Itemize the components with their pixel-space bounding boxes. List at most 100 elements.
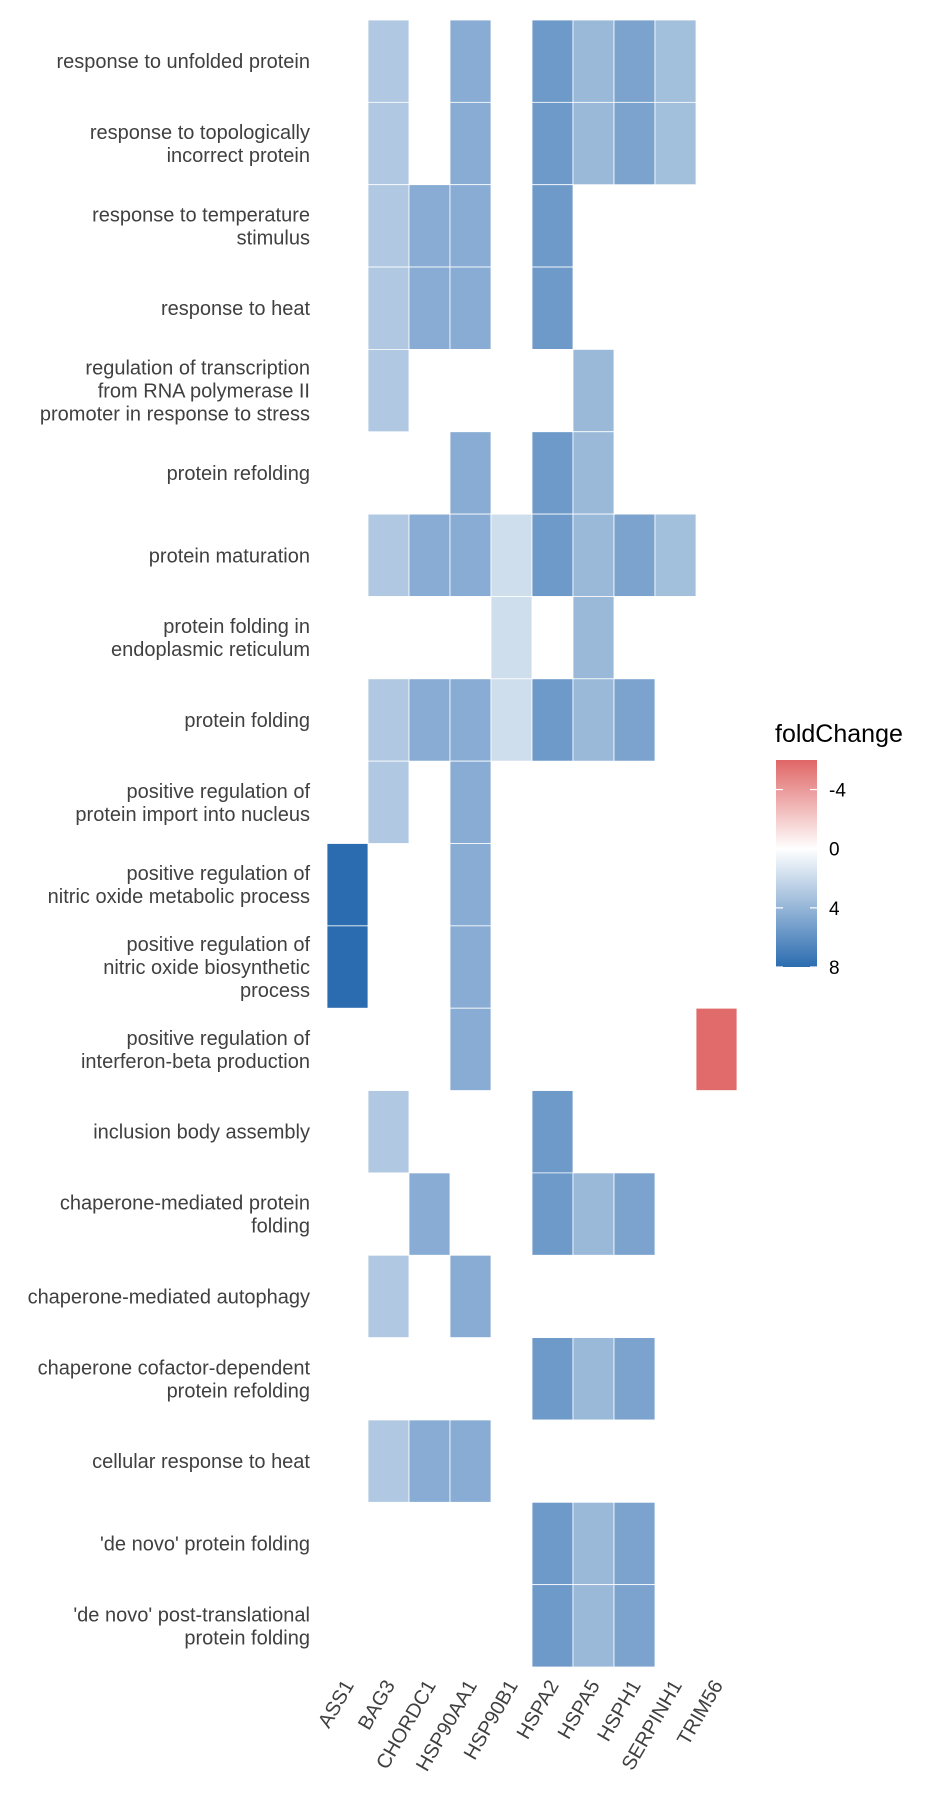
heatmap-cell — [572, 1584, 615, 1668]
heatmap-cell — [531, 101, 574, 186]
heatmap-cell — [572, 513, 615, 597]
legend-ticks: -4 0 4 8 — [776, 781, 846, 979]
row-label: positive regulation of protein import int… — [75, 781, 310, 826]
heatmap-cell — [449, 678, 492, 762]
heatmap-cell — [408, 513, 451, 597]
heatmap-cell — [490, 678, 533, 762]
row-label: protein maturation — [149, 545, 310, 567]
heatmap-cell — [613, 101, 656, 186]
column-labels: ASS1BAG3CHORDC1HSP90AA1HSP90B1HSPA2HSPA5… — [314, 1677, 728, 1776]
heatmap-cell — [367, 101, 410, 186]
heatmap-cell — [572, 596, 615, 680]
heatmap-cell — [654, 513, 697, 597]
row-label: response to topologically incorrect prote… — [90, 122, 310, 167]
row-label: response to unfolded protein — [56, 51, 310, 73]
heatmap-cell — [531, 431, 574, 515]
row-label: chaperone-mediated autophagy — [28, 1286, 310, 1308]
heatmap-cell — [326, 925, 369, 1009]
legend-tick-label: 8 — [829, 958, 840, 979]
heatmap-cell — [531, 1172, 574, 1256]
heatmap-cell — [367, 184, 410, 268]
heatmap-cell — [367, 1254, 410, 1338]
heatmap-cell — [449, 184, 492, 268]
heatmap-cell — [572, 431, 615, 515]
column-label: ASS1 — [314, 1677, 359, 1732]
heatmap-cell — [408, 678, 451, 762]
legend: foldChange -4 0 4 8 — [775, 720, 903, 979]
heatmap-cell — [613, 1172, 656, 1256]
heatmap-cell — [449, 760, 492, 844]
heatmap-cell — [367, 678, 410, 762]
row-label: protein folding — [184, 710, 310, 732]
heatmap-cell — [613, 1501, 656, 1586]
heatmap-cell — [531, 19, 574, 103]
heatmap-cell — [408, 1419, 451, 1503]
heatmap-cell — [408, 266, 451, 350]
heatmap-cell — [531, 678, 574, 762]
heatmap-cell — [572, 1337, 615, 1421]
heatmap-cell — [572, 1172, 615, 1256]
legend-tick-label: 4 — [829, 899, 840, 920]
heatmap-cell — [531, 1337, 574, 1421]
heatmap-cell — [449, 431, 492, 515]
heatmap-cell — [449, 513, 492, 597]
heatmap-cell — [531, 266, 574, 350]
row-label: 'de novo' post-translational protein fold… — [73, 1604, 310, 1649]
row-label: cellular response to heat — [92, 1451, 310, 1473]
row-label: protein refolding — [167, 463, 310, 485]
heatmap-cell — [449, 1419, 492, 1503]
heatmap-cell — [367, 19, 410, 103]
heatmap-cell — [449, 1254, 492, 1338]
heatmap-cell — [367, 760, 410, 844]
legend-colorbar — [776, 760, 817, 967]
legend-tick-label: 0 — [829, 840, 840, 861]
heatmap-cell — [572, 19, 615, 103]
heatmap-cells — [326, 19, 738, 1668]
row-label: response to heat — [161, 298, 310, 320]
heatmap-cell — [572, 1501, 615, 1586]
heatmap-cell — [531, 1501, 574, 1586]
heatmap-cell — [408, 1172, 451, 1256]
row-label: positive regulation of interferon-beta pr… — [81, 1028, 310, 1073]
row-label: regulation of transcription from RNA poly… — [40, 358, 310, 426]
heatmap-cell — [531, 1090, 574, 1174]
heatmap-cell — [449, 19, 492, 103]
legend-title: foldChange — [775, 720, 903, 748]
heatmap-cell — [531, 184, 574, 268]
heatmap-cell — [531, 513, 574, 597]
heatmap-cell — [367, 348, 410, 433]
heatmap-cell — [613, 1337, 656, 1421]
heatmap-cell — [449, 843, 492, 927]
heatmap-cell — [613, 513, 656, 597]
row-labels: response to unfolded protein response to … — [28, 51, 311, 1649]
heatmap-cell — [367, 1090, 410, 1174]
row-label: chaperone cofactor-dependent protein refo… — [38, 1357, 311, 1402]
legend-tick-label: -4 — [829, 781, 846, 802]
heatmap-cell — [367, 513, 410, 597]
heatmap-cell — [572, 348, 615, 433]
row-label: chaperone-mediated protein folding — [60, 1193, 310, 1238]
heatmap-cell — [654, 101, 697, 186]
heatmap-cell — [531, 1584, 574, 1668]
heatmap-cell — [408, 184, 451, 268]
row-label: positive regulation of nitric oxide biosy… — [103, 934, 310, 1002]
heatmap-cell — [572, 678, 615, 762]
heatmap-cell — [695, 1007, 738, 1091]
row-label: protein folding in endoplasmic reticulum — [111, 616, 310, 661]
row-label: response to temperature stimulus — [92, 204, 310, 249]
heatmap-cell — [572, 101, 615, 186]
heatmap-cell — [654, 19, 697, 103]
heatmap-cell — [367, 266, 410, 350]
heatmap-cell — [490, 596, 533, 680]
row-label: 'de novo' protein folding — [100, 1533, 310, 1555]
row-label: inclusion body assembly — [93, 1122, 310, 1144]
heatmap-cell — [326, 843, 369, 927]
heatmap-cell — [449, 1007, 492, 1091]
heatmap-cell — [449, 101, 492, 186]
heatmap-cell — [613, 1584, 656, 1668]
heatmap-cell — [490, 513, 533, 597]
heatmap-cell — [449, 266, 492, 350]
heatmap-cell — [367, 1419, 410, 1503]
row-label: positive regulation of nitric oxide metab… — [48, 863, 311, 908]
